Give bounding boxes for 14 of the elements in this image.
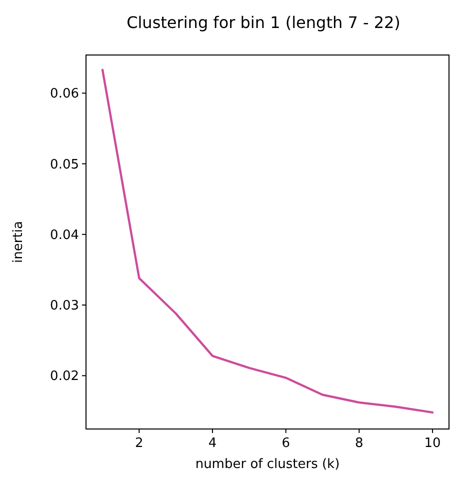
y-tick-label: 0.04 xyxy=(50,228,79,243)
x-tick-label: 4 xyxy=(208,436,217,451)
line-series xyxy=(101,68,434,414)
y-tick-label: 0.06 xyxy=(50,86,79,102)
x-tick-label: 8 xyxy=(355,436,364,451)
chart-title: Clustering for bin 1 (length 7 - 22) xyxy=(126,13,400,32)
y-axis-title: inertia xyxy=(11,221,26,263)
x-axis-title: number of clusters (k) xyxy=(195,457,340,472)
x-tick-label: 6 xyxy=(282,436,290,451)
x-tick-label: 2 xyxy=(135,436,144,451)
y-tick-label: 0.03 xyxy=(50,298,79,314)
y-tick-label: 0.02 xyxy=(50,369,79,384)
y-tick-label: 0.05 xyxy=(50,157,79,172)
x-tick-label: 10 xyxy=(424,436,441,451)
